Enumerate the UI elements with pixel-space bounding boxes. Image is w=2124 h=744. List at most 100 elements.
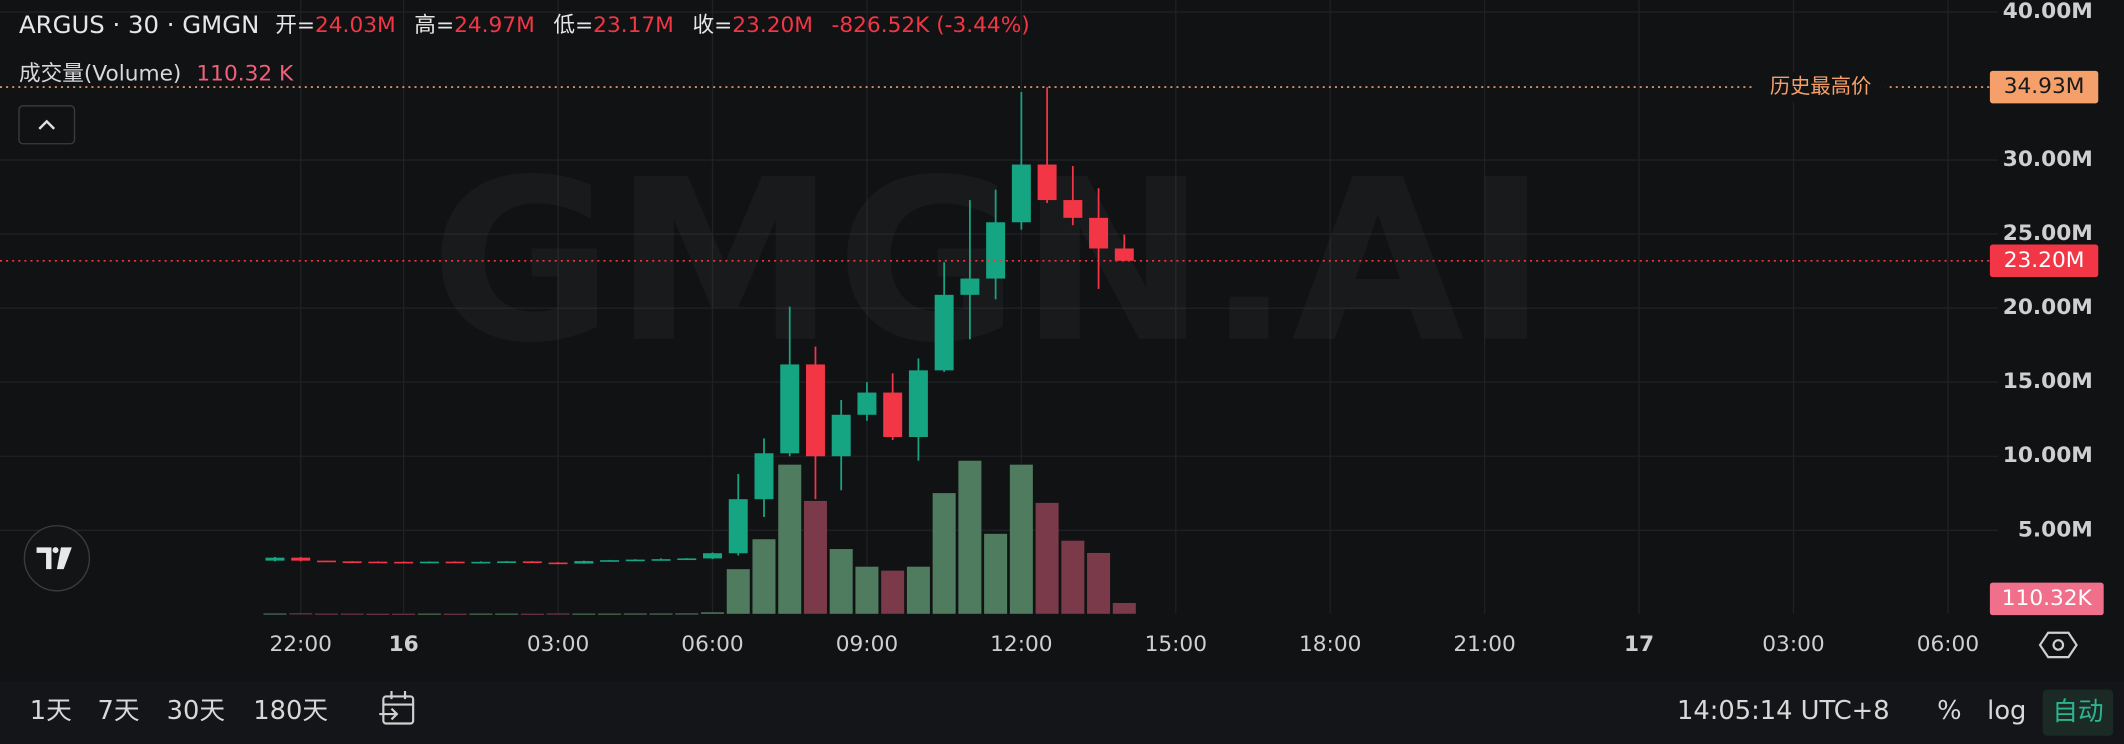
- percent-toggle[interactable]: %: [1937, 696, 1961, 726]
- candle-body: [1114, 248, 1134, 261]
- y-tick-label: 20.00M: [2003, 295, 2093, 320]
- toolbar-bg: [0, 681, 2124, 744]
- volume-bar: [289, 613, 313, 615]
- last-price-badge: [1989, 244, 2099, 278]
- ohlc-label: 低=: [553, 13, 593, 38]
- volume-bar: [546, 613, 570, 615]
- x-tick-label: 22:00: [270, 632, 332, 657]
- volume-badge: [1989, 582, 2104, 616]
- volume-bar: [1009, 464, 1033, 614]
- ath-badge: [1989, 70, 2099, 104]
- volume-bar: [520, 613, 544, 615]
- candle-body: [857, 392, 877, 415]
- volume-bar: [572, 613, 596, 615]
- settings-button[interactable]: [2038, 631, 2078, 659]
- candle-body: [754, 453, 774, 500]
- candle-body: [780, 364, 800, 454]
- range-button[interactable]: 180天: [253, 696, 328, 726]
- candle-body: [1011, 164, 1031, 223]
- candle-body: [419, 561, 439, 564]
- x-tick-label: 06:00: [1917, 632, 1979, 657]
- volume-bar: [932, 493, 956, 614]
- candle-body: [265, 557, 285, 561]
- logo-dot: [52, 547, 59, 554]
- symbol: ARGUS · 30 · GMGN: [19, 10, 259, 39]
- volume-bar: [803, 500, 827, 614]
- volume-bar: [469, 613, 493, 615]
- candle-body: [342, 561, 362, 564]
- date-range-button[interactable]: [379, 691, 415, 725]
- candle-body: [908, 370, 928, 437]
- ohlc-value: 24.97M: [454, 13, 535, 38]
- calendar-icon: [382, 695, 415, 725]
- volume-bar: [314, 613, 338, 615]
- volume-bar: [778, 464, 802, 614]
- range-button[interactable]: 1天: [30, 696, 72, 726]
- volume-bar: [701, 612, 725, 614]
- candle-body: [805, 364, 825, 457]
- calendar-lines: [379, 691, 414, 721]
- candle-body: [1063, 200, 1083, 218]
- change: -826.52K (-3.44%): [832, 13, 1030, 38]
- y-tick-label: 40.00M: [2003, 0, 2093, 24]
- volume-bar: [984, 533, 1008, 614]
- volume-bar: [598, 613, 622, 615]
- range-button[interactable]: 7天: [98, 696, 140, 726]
- axis: 5.00M 10.00M 15.00M 20.00M 25.00M 30.00M 40.00…: [270, 0, 2104, 657]
- x-tick-label: 12:00: [990, 632, 1052, 657]
- ohlc-label: 开=: [275, 13, 315, 38]
- x-tick-label: 06:00: [681, 632, 743, 657]
- log-toggle[interactable]: log: [1987, 696, 2026, 726]
- ath-text: 历史最高价: [1770, 74, 1871, 98]
- x-tick-label: 15:00: [1145, 632, 1207, 657]
- y-tick-label: 30.00M: [2003, 147, 2093, 172]
- volume-bar: [829, 549, 853, 614]
- auto-bg: [2042, 689, 2114, 736]
- y-tick-label: 25.00M: [2003, 221, 2093, 246]
- candle-body: [960, 278, 980, 295]
- candle-body: [394, 561, 414, 564]
- volume-bar: [1035, 502, 1059, 614]
- candle-body: [677, 558, 697, 561]
- candle-body: [316, 560, 336, 563]
- candle-body: [1037, 164, 1057, 201]
- candle-body: [703, 553, 722, 559]
- candle-body: [445, 561, 465, 564]
- grid: [0, 0, 1999, 614]
- volume-name: 成交量(Volume): [19, 62, 181, 87]
- volume-bar: [623, 613, 647, 615]
- button-frame: [18, 105, 76, 145]
- candle-body: [522, 561, 542, 564]
- candle-body: [291, 557, 311, 561]
- auto-toggle[interactable]: 自动: [2052, 697, 2103, 727]
- volume-bar: [443, 613, 467, 615]
- volume-bar: [1061, 540, 1085, 614]
- volume-bar: [495, 613, 519, 615]
- y-tick-label: 15.00M: [2003, 369, 2093, 394]
- toolbar: 1天 7天 30天 180天 14:05:14 UTC+8 % log 自动: [30, 689, 2114, 736]
- x-tick-label: 03:00: [1762, 632, 1824, 657]
- x-tick-label: 16: [389, 632, 419, 657]
- candle-body: [600, 560, 620, 562]
- volume-value: 110.32 K: [196, 62, 294, 87]
- ohlc-value: 23.20M: [732, 13, 813, 38]
- volume-bar: [752, 539, 776, 614]
- candle-body: [651, 559, 671, 561]
- x-tick-label: 03:00: [527, 632, 589, 657]
- y-tick-label: 5.00M: [2018, 517, 2093, 542]
- candle-body: [831, 414, 851, 457]
- range-button[interactable]: 30天: [167, 696, 225, 726]
- last-price-label: 23.20M: [2004, 248, 2085, 273]
- candle-body: [934, 294, 954, 371]
- volume-legend: 成交量(Volume) 110.32 K: [19, 62, 294, 87]
- ohlc-value: 23.17M: [593, 13, 674, 38]
- volume-bar: [366, 613, 390, 615]
- x-tick-label: 09:00: [836, 632, 898, 657]
- gear-icon: [2038, 631, 2078, 659]
- collapse-button[interactable]: [18, 105, 76, 145]
- tv-logo[interactable]: [23, 525, 91, 592]
- ohlc-value: 24.03M: [315, 13, 396, 38]
- y-tick-label: 10.00M: [2003, 443, 2093, 468]
